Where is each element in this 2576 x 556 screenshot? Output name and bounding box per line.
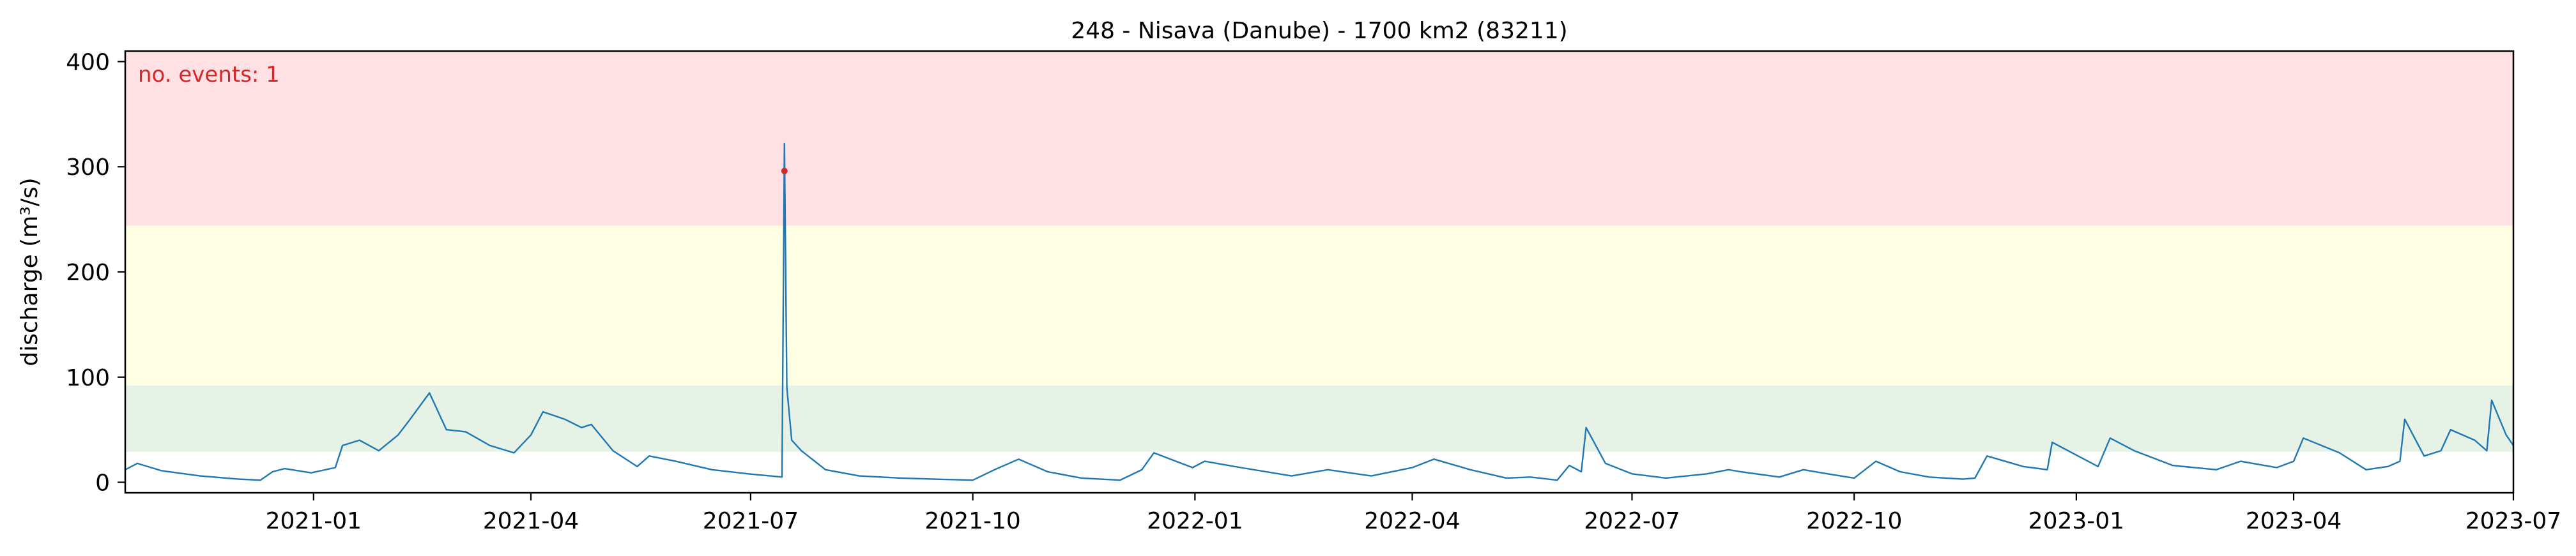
y-tick-label: 400: [66, 49, 110, 75]
x-tick-label: 2022-07: [1584, 508, 1680, 534]
y-tick-label: 0: [95, 470, 110, 497]
x-tick-label: 2022-10: [1806, 508, 1902, 534]
x-tick-label: 2021-07: [703, 508, 799, 534]
x-tick-label: 2022-01: [1147, 508, 1243, 534]
event-markers: [781, 167, 788, 174]
x-tick-label: 2023-01: [2028, 508, 2124, 534]
x-tick-label: 2021-01: [266, 508, 362, 534]
threshold-bands: [125, 51, 2513, 452]
y-tick-labels: 0 100 200 300 400: [66, 49, 110, 496]
y-axis-label: discharge (m³/s): [17, 177, 43, 366]
x-tick-label: 2023-04: [2246, 508, 2342, 534]
y-tick-label: 100: [66, 365, 110, 391]
x-tick-label: 2021-04: [483, 508, 579, 534]
y-tick-label: 300: [66, 154, 110, 181]
x-tick-label: 2023-07: [2465, 508, 2561, 534]
x-tick-labels: 2021-01 2021-04 2021-07 2021-10 2022-01 2022-…: [266, 508, 2562, 534]
x-tick-label: 2022-04: [1364, 508, 1460, 534]
event-count-annotation: no. events: 1: [138, 62, 280, 87]
y-tick-label: 200: [66, 260, 110, 286]
event-marker: [781, 167, 788, 174]
plot-frame: [124, 50, 2515, 494]
chart-title: 248 - Nisava (Danube) - 1700 km2 (83211): [1071, 18, 1567, 44]
discharge-series-line: [125, 142, 2514, 481]
threshold-band-1: [125, 225, 2513, 386]
threshold-band-2: [125, 51, 2513, 226]
axis-ticks: [118, 61, 2515, 500]
x-tick-label: 2021-10: [924, 508, 1020, 534]
